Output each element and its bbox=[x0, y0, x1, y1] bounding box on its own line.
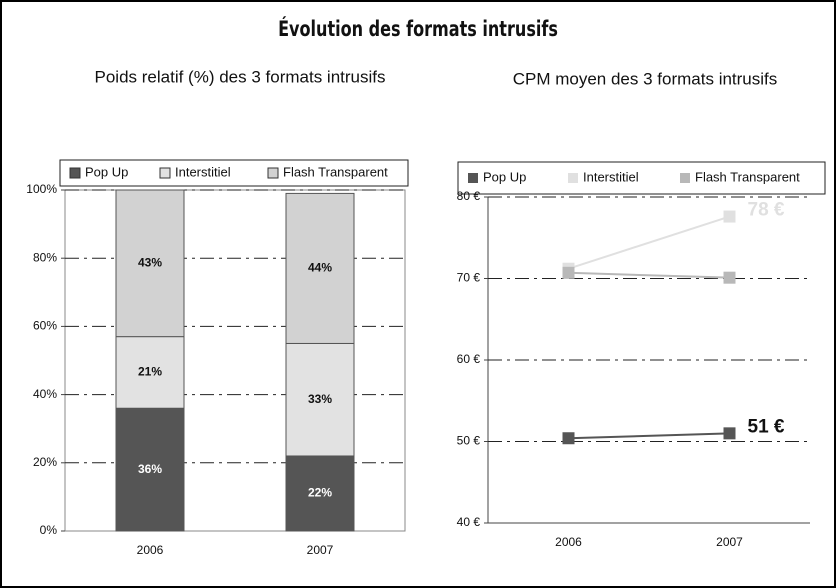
point-marker bbox=[723, 271, 736, 284]
data-label: 43% bbox=[138, 255, 162, 269]
bar-segment bbox=[285, 342, 355, 457]
legend-swatch bbox=[69, 167, 81, 179]
y-tick-label: 80% bbox=[33, 250, 57, 264]
x-tick-label: 2007 bbox=[307, 543, 334, 557]
legend-swatch bbox=[468, 173, 478, 183]
y-tick-label: 20% bbox=[33, 455, 57, 469]
series-line bbox=[568, 432, 730, 440]
point-marker bbox=[562, 266, 575, 279]
series-line bbox=[568, 271, 730, 279]
legend-swatch bbox=[568, 173, 578, 183]
legend-label: Flash Transparent bbox=[695, 169, 800, 184]
data-label: 78 € bbox=[748, 200, 785, 221]
data-label: 21% bbox=[138, 365, 162, 379]
y-tick-label: 70 € bbox=[457, 271, 481, 285]
x-tick-label: 2006 bbox=[137, 543, 164, 557]
y-tick-label: 0% bbox=[40, 523, 58, 537]
data-label: 51 € bbox=[748, 416, 785, 437]
legend-box bbox=[59, 159, 409, 187]
point-marker bbox=[723, 210, 736, 223]
y-tick-label: 100% bbox=[26, 182, 57, 196]
legend-label: Pop Up bbox=[483, 169, 526, 184]
x-tick-label: 2006 bbox=[555, 535, 582, 549]
legend-label: Pop Up bbox=[85, 164, 128, 179]
data-label: 33% bbox=[308, 392, 332, 406]
data-label: 44% bbox=[308, 261, 332, 275]
legend-swatch bbox=[680, 173, 690, 183]
data-label: 36% bbox=[138, 462, 162, 476]
legend-box bbox=[457, 161, 826, 195]
bar-segment bbox=[115, 189, 185, 338]
legend-label: Interstitiel bbox=[583, 169, 639, 184]
point-marker bbox=[562, 432, 575, 445]
legend-label: Interstitiel bbox=[175, 164, 231, 179]
chart-subtitle: Poids relatif (%) des 3 formats intrusif… bbox=[95, 67, 386, 86]
x-tick-label: 2007 bbox=[716, 535, 743, 549]
legend-label: Flash Transparent bbox=[283, 164, 388, 179]
y-tick-label: 40% bbox=[33, 387, 57, 401]
chart-subtitle: CPM moyen des 3 formats intrusifs bbox=[513, 69, 778, 88]
y-tick-label: 80 € bbox=[457, 189, 481, 203]
bar-segment bbox=[115, 336, 185, 409]
y-tick-label: 60% bbox=[33, 319, 57, 333]
y-tick-label: 60 € bbox=[457, 352, 481, 366]
legend-swatch bbox=[159, 167, 171, 179]
bar-segment bbox=[115, 407, 185, 532]
legend-swatch bbox=[267, 167, 279, 179]
y-tick-label: 40 € bbox=[457, 515, 481, 529]
point-marker bbox=[723, 427, 736, 440]
main-title: Évolution des formats intrusifs bbox=[278, 17, 558, 42]
y-tick-label: 50 € bbox=[457, 434, 481, 448]
bar-segment bbox=[285, 192, 355, 344]
data-label: 22% bbox=[308, 486, 332, 500]
series-line bbox=[568, 215, 730, 270]
